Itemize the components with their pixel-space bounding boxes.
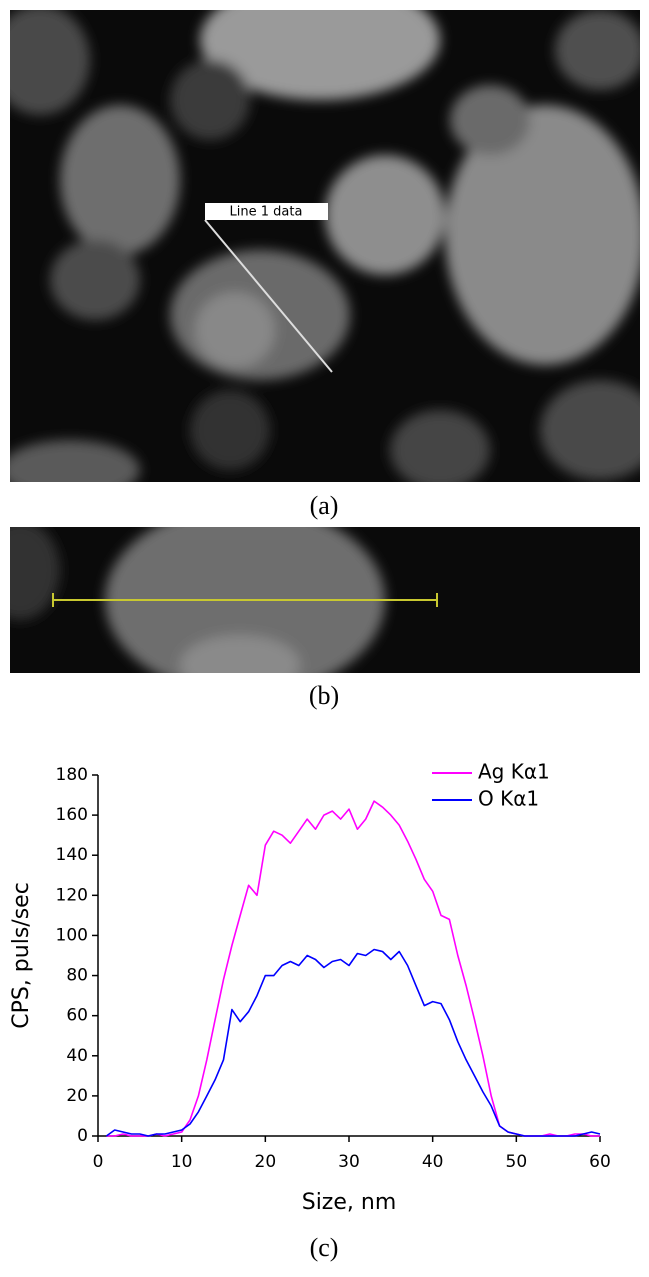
y-tick-label: 0 bbox=[77, 1126, 88, 1146]
legend-label: Ag Kα1 bbox=[478, 760, 550, 784]
x-tick-label: 60 bbox=[589, 1152, 611, 1172]
panel-label: (b) bbox=[309, 681, 339, 710]
data-line bbox=[106, 800, 600, 1137]
micrograph-a: Line 1 data bbox=[10, 10, 640, 482]
x-tick-label: 40 bbox=[422, 1152, 444, 1172]
y-tick-label: 140 bbox=[56, 845, 88, 865]
micrograph-b bbox=[10, 527, 640, 673]
y-axis-label: CPS, puls/sec bbox=[9, 882, 34, 1029]
panel-label: (c) bbox=[310, 1233, 339, 1262]
data-line bbox=[105, 948, 601, 1137]
y-tick-label: 160 bbox=[56, 805, 88, 825]
y-tick-label: 180 bbox=[56, 765, 88, 785]
y-tick-label: 40 bbox=[66, 1046, 88, 1066]
panel-label: (a) bbox=[310, 491, 339, 520]
x-tick-label: 20 bbox=[255, 1152, 277, 1172]
chart: 0 20 40 60 80 100 120 140 160 180 0 10 20 30 40 50 60 Siz… bbox=[9, 760, 611, 1216]
x-tick-label: 0 bbox=[93, 1152, 104, 1172]
x-tick-label: 30 bbox=[338, 1152, 360, 1172]
line-label: Line 1 data bbox=[230, 205, 303, 220]
y-tick-label: 20 bbox=[66, 1086, 88, 1106]
y-tick-label: 60 bbox=[66, 1006, 88, 1026]
x-axis-label: Size, nm bbox=[302, 1190, 397, 1215]
y-tick-label: 100 bbox=[56, 925, 88, 945]
y-tick-label: 80 bbox=[66, 966, 88, 986]
y-tick-label: 120 bbox=[56, 885, 88, 905]
x-tick-label: 10 bbox=[171, 1152, 193, 1172]
x-tick-label: 50 bbox=[506, 1152, 528, 1172]
legend-label: O Kα1 bbox=[478, 787, 539, 811]
